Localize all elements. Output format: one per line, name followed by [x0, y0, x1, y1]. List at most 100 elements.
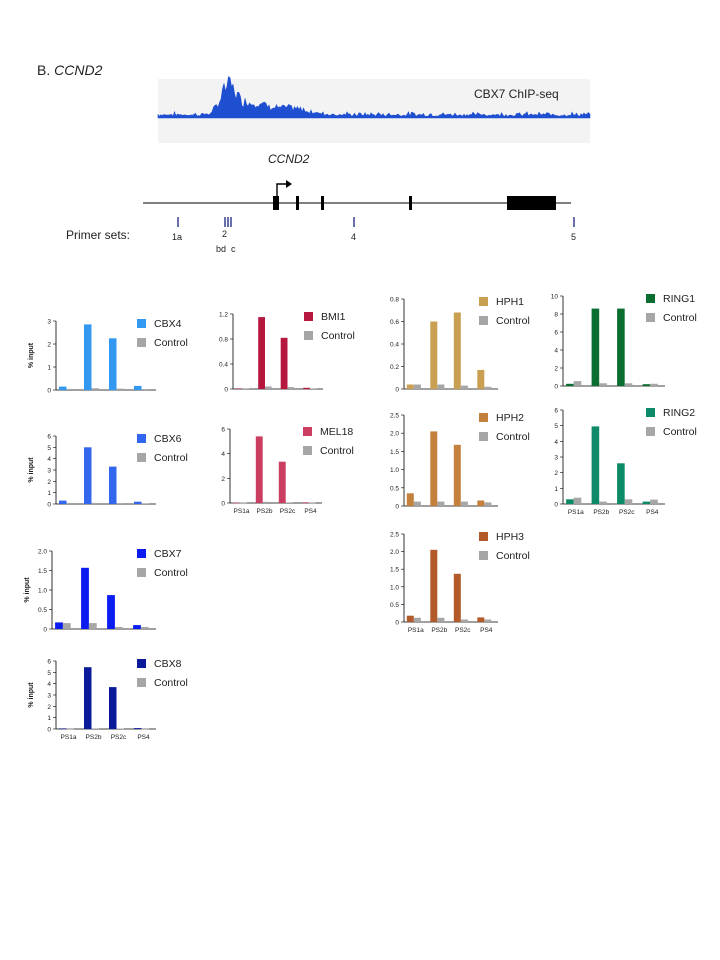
hph2-legend-swatch [479, 432, 488, 441]
exon-4 [409, 196, 412, 210]
cbx8-bar-cbx8-ps1a [59, 728, 67, 729]
bar-chart-panels: 0 1 2 3 % input CBX4 Control 0 1 2 3 4 5 6 % input CBX6… [24, 293, 697, 741]
bmi1-legend-label: BMI1 [321, 311, 346, 323]
primer-label-5: 5 [571, 232, 576, 242]
hph1-bar-hph1-ps2c [453, 312, 461, 389]
mel18-y-tick-label: 4 [221, 451, 225, 458]
ring2-y-tick-label: 0 [554, 502, 558, 509]
cbx4-y-axis-label: % input [28, 342, 35, 368]
ring2-legend-swatch [646, 427, 655, 436]
ring2-bar-ring2-ps1a [566, 499, 574, 504]
hph1-bar-hph1-ps1a [406, 384, 414, 389]
ring1-bar-ring1-ps1a [566, 383, 574, 387]
mel18-bar-mel18-ps1a [232, 502, 240, 504]
ring2-legend-label: Control [663, 426, 697, 438]
mel18-legend-swatch [303, 427, 312, 436]
ring2-x-tick-label: PS1a [568, 509, 584, 516]
cbx7-bar-control-ps4 [140, 627, 149, 629]
cbx4-bar-cbx4-ps2c [109, 338, 117, 391]
cbx8-legend-swatch [137, 659, 146, 668]
cbx7-y-tick-label: 0 [43, 627, 47, 634]
hph2-bar-hph2-ps2c [453, 444, 461, 506]
hph3-legend-label: Control [496, 550, 530, 562]
cbx8-bar-cbx8-ps2c [109, 687, 117, 729]
hph3-bar-control-ps1a [413, 617, 421, 622]
tss-arrow-head [286, 180, 292, 188]
cbx4-legend-label: CBX4 [154, 318, 182, 330]
cbx6-y-axis-label: % input [28, 457, 35, 483]
ring1-y-tick-label: 2 [554, 366, 558, 373]
cbx7-bar-cbx7-ps1a [55, 622, 63, 629]
hph3-x-tick-label: PS1a [408, 627, 424, 634]
ring1-bar-ring1-ps2c [617, 308, 625, 386]
chipseq-track-label: CBX7 ChIP-seq [474, 87, 559, 101]
hph3-bar-hph3-ps4 [477, 617, 485, 622]
hph2-legend-label: HPH2 [496, 412, 524, 424]
cbx7-legend-swatch [137, 549, 146, 558]
ring2-y-tick-label: 2 [554, 470, 558, 477]
cbx6-bar-control-ps2c [116, 503, 124, 504]
ring2-x-tick-label: PS2c [619, 509, 635, 516]
hph2-bar-control-ps2b [437, 501, 445, 506]
mel18-legend-label: MEL18 [320, 426, 353, 438]
bmi1-bar-bmi1-ps2c [280, 337, 288, 390]
ring1-bar-control-ps1a [573, 381, 582, 386]
ring2-bar-control-ps2c [624, 499, 633, 504]
cbx8-y-tick-label: 5 [47, 670, 51, 677]
cbx7-legend-label: CBX7 [154, 548, 182, 560]
hph2-bar-control-ps2c [460, 501, 468, 506]
bmi1-y-tick-label: 1.2 [219, 312, 228, 319]
cbx6-bar-cbx6-ps2b [84, 447, 92, 504]
hph3-bar-control-ps4 [484, 619, 492, 622]
hph1-bar-hph1-ps4 [477, 369, 485, 389]
hph2-y-tick-label: 1.0 [390, 467, 399, 474]
cbx4-y-tick-label: 1 [47, 365, 51, 372]
hph1-y-tick-label: 0 [395, 387, 399, 394]
hph2-legend-swatch [479, 413, 488, 422]
ring1-bar-ring1-ps2b [591, 308, 600, 386]
ring1-y-tick-label: 8 [554, 312, 558, 319]
bmi1-chart: 0 0.4 0.8 1.2 BMI1 Control [219, 311, 355, 394]
cbx4-legend-label: Control [154, 337, 188, 349]
cbx7-y-axis-label: % input [24, 577, 31, 603]
cbx6-legend-label: CBX6 [154, 433, 182, 445]
exon-3 [321, 196, 324, 210]
cbx8-legend-swatch [137, 678, 146, 687]
hph2-bar-control-ps1a [413, 501, 421, 506]
ring1-bar-control-ps2b [599, 383, 607, 386]
mel18-y-tick-label: 0 [221, 501, 225, 508]
ring2-bar-control-ps4 [650, 499, 658, 504]
cbx4-bar-control-ps1a [66, 388, 74, 390]
cbx8-y-tick-label: 1 [47, 715, 51, 722]
cbx4-y-tick-label: 0 [47, 388, 51, 395]
hph1-bar-control-ps2c [460, 385, 468, 389]
primer-sets-label: Primer sets: [66, 228, 130, 242]
hph3-legend-label: HPH3 [496, 531, 524, 543]
cbx7-bar-cbx7-ps2c [107, 595, 115, 629]
hph3-x-tick-label: PS4 [480, 627, 493, 634]
ring2-bar-ring2-ps2b [591, 426, 600, 504]
hph2-legend-label: Control [496, 431, 530, 443]
ring1-legend-swatch [646, 313, 655, 322]
hph2-y-tick-label: 2.0 [390, 431, 399, 438]
hph2-y-tick-label: 0 [395, 504, 399, 511]
cbx8-chart: 0 1 2 3 4 5 6 % input PS1a PS2b PS2c PS4 CBX8 Control [28, 658, 188, 741]
cbx6-legend-swatch [137, 453, 146, 462]
hph3-y-tick-label: 0 [395, 620, 399, 627]
ring2-x-tick-label: PS4 [646, 509, 659, 516]
cbx6-bar-cbx6-ps2c [109, 466, 117, 504]
cbx8-y-tick-label: 3 [47, 693, 51, 700]
cbx6-legend-swatch [137, 434, 146, 443]
cbx8-bar-cbx8-ps4 [134, 728, 142, 729]
cbx8-y-tick-label: 2 [47, 704, 51, 711]
hph1-y-tick-label: 0.2 [390, 364, 399, 371]
bmi1-legend-swatch [304, 312, 313, 321]
mel18-bar-mel18-ps4 [301, 502, 309, 503]
ring2-bar-control-ps2b [599, 501, 607, 504]
ring2-x-tick-label: PS2b [593, 509, 609, 516]
cbx8-bar-control-ps1a [66, 728, 74, 730]
hph1-y-tick-label: 0.4 [390, 342, 399, 349]
hph3-y-tick-label: 2.0 [390, 549, 399, 556]
cbx4-y-tick-label: 2 [47, 342, 51, 349]
